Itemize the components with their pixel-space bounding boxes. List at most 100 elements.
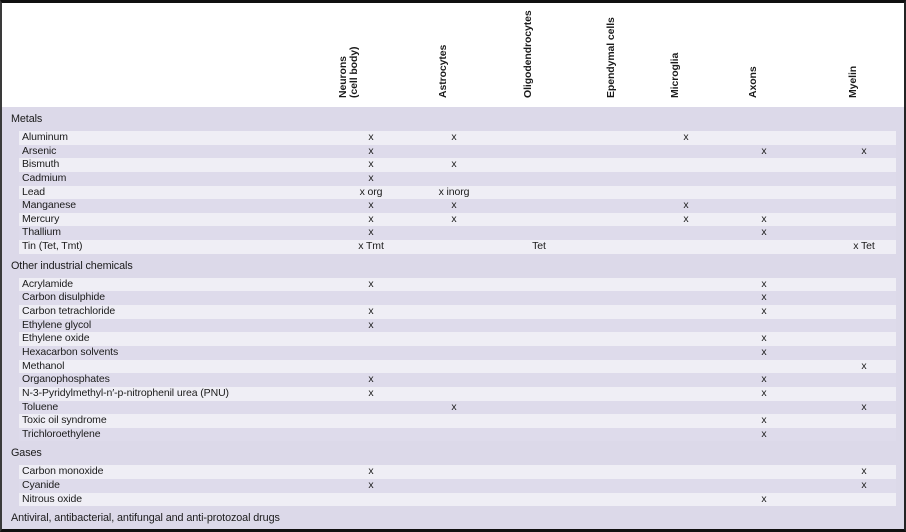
mark-cell: x xyxy=(451,400,457,413)
mark-cell: x xyxy=(683,199,689,212)
mark-cell: x xyxy=(761,144,767,157)
row-label: N-3-Pyridylmethyl-n′-p-nitrophenil urea … xyxy=(22,386,229,399)
column-header-line: Astrocytes xyxy=(436,44,449,98)
column-header-3: Ependymal cells xyxy=(604,17,617,98)
mark-cell: x xyxy=(761,345,767,358)
mark-cell: x xyxy=(761,492,767,505)
row-label: Carbon tetrachloride xyxy=(22,305,116,318)
row-label: Mercury xyxy=(22,212,60,225)
column-header-5: Axons xyxy=(746,66,759,98)
table-row: Ethylene glycol x xyxy=(19,318,896,333)
table-row: Carbon disulphide x xyxy=(19,291,896,306)
table-row: Aluminum x x x xyxy=(19,131,896,145)
mark-cell: x xyxy=(368,226,374,239)
mark-cell: x xyxy=(451,131,457,143)
table-row: Toxic oil syndrome x xyxy=(19,414,896,428)
row-label: Carbon disulphide xyxy=(22,291,105,304)
column-header-line: Axons xyxy=(746,66,759,98)
row-label: Thallium xyxy=(22,226,61,239)
mark-cell: x xyxy=(368,212,374,225)
column-headers: Neurons (cell body) Astrocytes Oligodendroc… xyxy=(2,3,904,107)
mark-cell: x xyxy=(368,131,374,143)
mark-cell: x xyxy=(861,359,867,372)
row-label: Tin (Tet, Tmt) xyxy=(22,240,83,253)
mark-cell: x xyxy=(368,386,374,399)
mark-cell: x xyxy=(861,400,867,413)
column-header-line: (cell body) xyxy=(348,46,360,98)
table-body: Metals Aluminum x x x Arsenic x x x Bismuth x x Cadm… xyxy=(2,107,904,529)
mark-cell: x xyxy=(368,144,374,157)
mark-cell: x xyxy=(761,212,767,225)
row-label: Arsenic xyxy=(22,144,57,157)
row-label: Cyanide xyxy=(22,479,60,492)
row-label: Organophosphates xyxy=(22,373,110,386)
row-label: Aluminum xyxy=(22,131,68,143)
row-label: Methanol xyxy=(22,359,65,372)
mark-cell: x xyxy=(861,465,867,478)
table-row: Manganese x x x xyxy=(19,199,896,213)
mark-cell: x xyxy=(761,332,767,345)
mark-cell: x xyxy=(761,226,767,239)
mark-cell: x xyxy=(368,465,374,478)
row-label: Hexacarbon solvents xyxy=(22,345,119,358)
column-header-4: Microglia xyxy=(668,52,681,98)
table-row: Cadmium x xyxy=(19,171,896,186)
table-row: Thallium x x xyxy=(19,226,896,241)
mark-cell: x Tet xyxy=(853,240,875,253)
row-label: Carbon monoxide xyxy=(22,465,104,478)
mark-cell: x xyxy=(761,305,767,318)
table-row: Ethylene oxide x xyxy=(19,332,896,346)
mark-cell: x xyxy=(761,291,767,304)
table-row: Nitrous oxide x xyxy=(19,492,896,507)
mark-cell: x xyxy=(761,414,767,427)
mark-cell: x inorg xyxy=(438,185,470,198)
table-row: N-3-Pyridylmethyl-n′-p-nitrophenil urea … xyxy=(19,386,896,401)
row-label: Lead xyxy=(22,185,45,198)
row-label: Ethylene glycol xyxy=(22,318,92,331)
row-label: Ethylene oxide xyxy=(22,332,90,345)
mark-cell: x xyxy=(451,199,457,212)
mark-cell: x xyxy=(451,212,457,225)
column-header-line: Myelin xyxy=(846,65,859,98)
table-row: Toluene x x xyxy=(19,400,896,415)
mark-cell: x xyxy=(683,212,689,225)
row-label: Manganese xyxy=(22,199,76,212)
mark-cell: x xyxy=(368,199,374,212)
mark-cell: x xyxy=(861,479,867,492)
mark-cell: x xyxy=(451,158,457,171)
table-row: Mercury x x x x xyxy=(19,212,896,227)
mark-cell: x xyxy=(368,158,374,171)
mark-cell: x xyxy=(861,144,867,157)
row-label: Toxic oil syndrome xyxy=(22,414,107,427)
column-header-line: Ependymal cells xyxy=(604,17,617,98)
table-row: Trichloroethylene x xyxy=(19,427,896,442)
column-header-0: Neurons (cell body) xyxy=(337,46,360,98)
table-row: Lead x org x inorg xyxy=(19,185,896,200)
mark-cell: x org xyxy=(359,185,383,198)
table-row: Organophosphates x x xyxy=(19,373,896,387)
row-label: Trichloroethylene xyxy=(22,427,101,440)
row-label: Nitrous oxide xyxy=(22,492,82,505)
column-header-2: Oligodendrocytes xyxy=(521,10,534,98)
mark-cell: x xyxy=(368,318,374,331)
table-row: Carbon tetrachloride x x xyxy=(19,305,896,319)
mark-cell: x xyxy=(368,479,374,492)
section-header: Antiviral, antibacterial, antifungal and… xyxy=(11,512,280,525)
column-header-1: Astrocytes xyxy=(436,44,449,98)
column-header-6: Myelin xyxy=(846,65,859,98)
mark-cell: x xyxy=(368,305,374,318)
mark-cell: x xyxy=(761,386,767,399)
table-row: Methanol x xyxy=(19,359,896,374)
row-label: Toluene xyxy=(22,400,59,413)
column-header-line: Oligodendrocytes xyxy=(521,10,534,98)
mark-cell: x xyxy=(761,277,767,290)
mark-cell: x Tmt xyxy=(358,240,384,253)
row-label: Acrylamide xyxy=(22,277,73,290)
mark-cell: x xyxy=(368,171,374,184)
column-header-line: Microglia xyxy=(668,52,681,98)
section-header: Metals xyxy=(11,113,43,125)
mark-cell: Tet xyxy=(532,240,546,253)
row-label: Cadmium xyxy=(22,171,67,184)
mark-cell: x xyxy=(368,373,374,386)
